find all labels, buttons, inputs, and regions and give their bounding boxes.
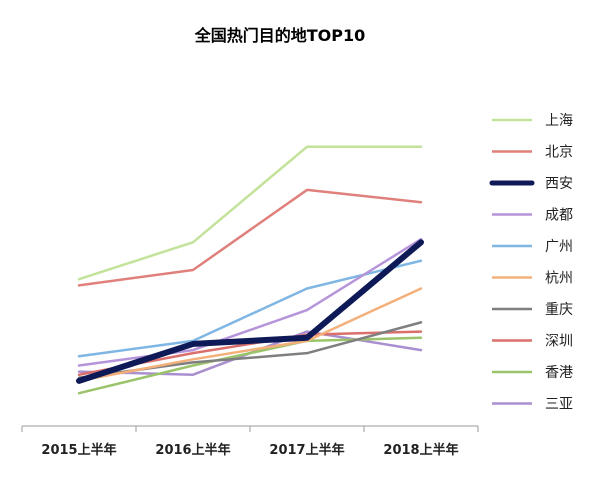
legend-label: 重庆	[545, 302, 573, 318]
x-tick-label: 2016上半年	[155, 442, 230, 458]
series-line-西安	[76, 239, 424, 384]
series-line-杭州	[77, 287, 423, 383]
legend-label: 香港	[545, 365, 573, 381]
x-tick-label: 2015上半年	[41, 442, 116, 458]
series-line-上海	[77, 145, 423, 281]
series-line-北京	[77, 188, 423, 287]
legend-label: 三亚	[545, 397, 573, 413]
x-tick-label: 2017上半年	[269, 442, 344, 458]
legend-label: 深圳	[545, 334, 573, 350]
series-lines	[76, 145, 424, 395]
series-line-成都	[77, 237, 423, 367]
legend-label: 北京	[545, 145, 573, 161]
series-line-香港	[77, 336, 423, 395]
legend-label: 成都	[545, 208, 573, 224]
chart-title: 全国热门目的地TOP10	[194, 26, 366, 45]
legend-label: 上海	[545, 113, 573, 129]
legend-label: 杭州	[545, 271, 573, 287]
x-axis: 2015上半年 2016上半年 2017上半年 2018上半年	[21, 425, 479, 458]
legend-label: 西安	[545, 176, 573, 192]
legend-label: 广州	[545, 239, 573, 255]
x-tick-label: 2018上半年	[383, 442, 458, 458]
